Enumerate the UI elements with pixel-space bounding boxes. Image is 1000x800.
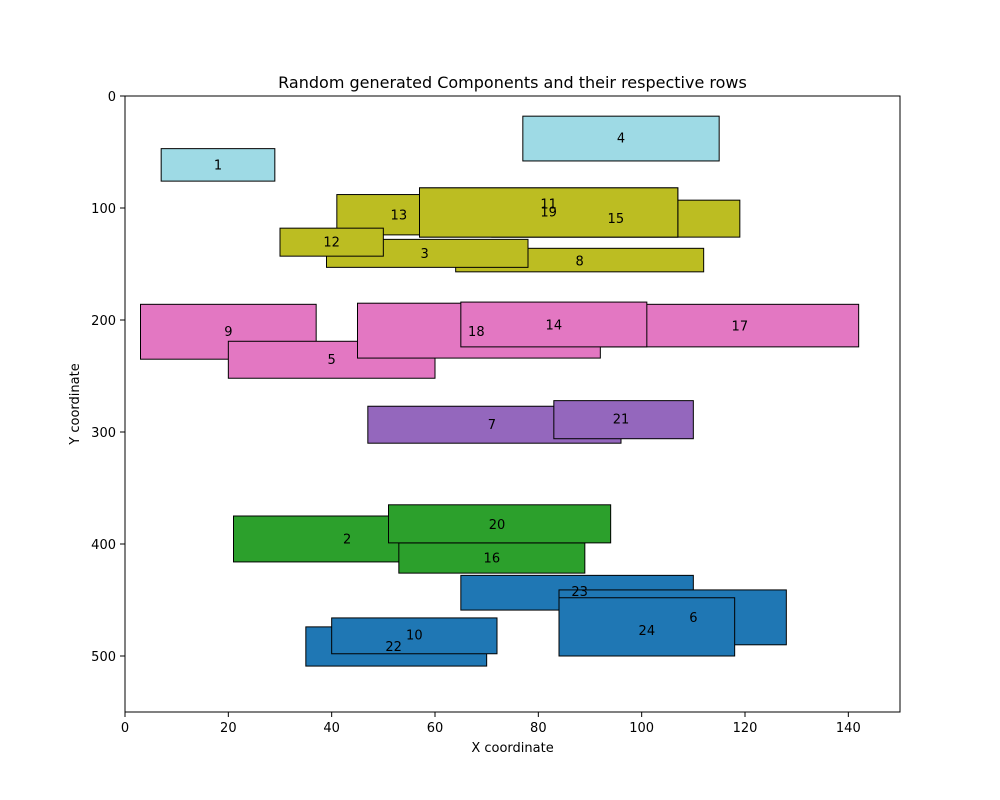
component-rect-21 — [553, 400, 694, 440]
component-rect-14 — [460, 301, 648, 348]
x-tick-label: 140 — [836, 721, 861, 736]
x-tick-label: 60 — [427, 721, 444, 736]
component-rect-12 — [279, 227, 384, 257]
x-axis-ticks: 0 20 40 60 80 100 120 140 — [121, 712, 861, 736]
y-tick-label: 300 — [91, 426, 116, 441]
component-label-16: 16 — [484, 551, 501, 566]
component-rect-20 — [388, 504, 612, 544]
component-label-14: 14 — [546, 318, 563, 333]
component-label-5: 5 — [328, 353, 336, 368]
component-label-7: 7 — [488, 418, 496, 433]
component-rect-16 — [398, 542, 586, 574]
component-label-2: 2 — [343, 532, 351, 547]
component-label-10: 10 — [406, 629, 423, 644]
component-label-3: 3 — [421, 247, 429, 262]
x-tick-label: 80 — [530, 721, 547, 736]
x-tick-label: 20 — [220, 721, 237, 736]
component-label-18: 18 — [468, 325, 485, 340]
y-tick-label: 0 — [108, 90, 116, 105]
component-rect-1 — [160, 148, 276, 182]
component-label-23: 23 — [571, 585, 588, 600]
x-tick-label: 120 — [733, 721, 758, 736]
component-label-19: 19 — [540, 205, 557, 220]
component-rect-10 — [331, 617, 498, 655]
component-label-11: 11 — [540, 198, 557, 213]
component-label-20: 20 — [489, 518, 506, 533]
component-label-4: 4 — [617, 131, 625, 146]
component-label-9: 9 — [224, 325, 232, 340]
x-tick-label: 40 — [323, 721, 340, 736]
y-tick-label: 200 — [91, 314, 116, 329]
y-axis-ticks: 0 100 200 300 400 500 — [91, 90, 125, 665]
components-layer — [140, 115, 860, 667]
component-label-13: 13 — [391, 209, 408, 224]
component-label-6: 6 — [689, 611, 697, 626]
component-rect-4 — [522, 115, 720, 162]
x-tick-label: 0 — [121, 721, 129, 736]
component-label-1: 1 — [214, 158, 222, 173]
plot-frame — [124, 95, 901, 713]
chart-title: Random generated Components and their re… — [278, 73, 747, 92]
component-label-21: 21 — [613, 413, 630, 428]
x-tick-label: 100 — [629, 721, 654, 736]
component-label-12: 12 — [323, 236, 340, 251]
y-tick-label: 400 — [91, 538, 116, 553]
component-label-15: 15 — [608, 212, 625, 227]
component-label-24: 24 — [639, 624, 656, 639]
y-axis-label: Y coordinate — [68, 363, 83, 445]
component-label-22: 22 — [385, 640, 402, 655]
component-label-17: 17 — [732, 320, 749, 335]
component-rect-19 — [419, 187, 679, 238]
component-label-8: 8 — [576, 255, 584, 270]
y-tick-label: 100 — [91, 202, 116, 217]
y-tick-label: 500 — [91, 650, 116, 665]
x-axis-label: X coordinate — [471, 741, 553, 756]
component-rect-24 — [558, 597, 736, 657]
